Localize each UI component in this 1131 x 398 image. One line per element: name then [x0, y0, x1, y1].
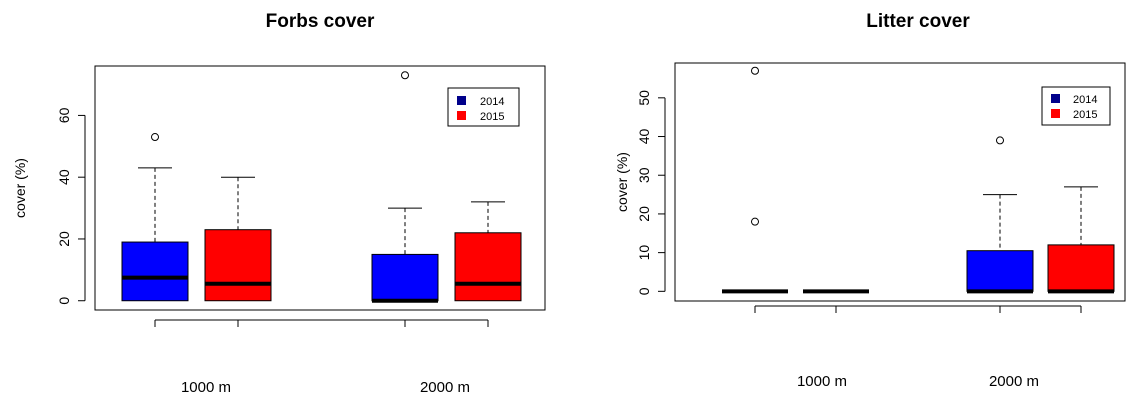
- box-body: [966, 250, 1034, 292]
- box-body: [371, 253, 439, 302]
- litter-legend-swatch-2015: [1051, 109, 1060, 118]
- forbs-legend-label-2015: 2015: [480, 111, 504, 123]
- litter-cover-panel: Litter cover cover (%) 1000 m 2000 m 0 10…: [614, 11, 1126, 390]
- box-2015-2000m: [1047, 186, 1115, 294]
- box-2014-1000m: [121, 133, 189, 302]
- y-tick-label: 40: [56, 169, 72, 185]
- forbs-cover-title: Forbs cover: [266, 11, 375, 32]
- litter-plot-frame: [674, 62, 1126, 302]
- forbs-legend-swatch-2014: [457, 96, 466, 105]
- litter-legend-swatch-2014: [1051, 94, 1060, 103]
- forbs-legend-box: [447, 87, 520, 127]
- box-body: [204, 229, 272, 302]
- litter-legend-label-2015: 2015: [1073, 109, 1097, 121]
- box-body: [454, 232, 522, 302]
- box-body: [121, 241, 189, 302]
- y-tick-label: 20: [56, 231, 72, 247]
- y-tick-label: 50: [636, 90, 652, 106]
- litter-legend-box: [1041, 86, 1111, 126]
- y-tick-label: 30: [636, 167, 652, 183]
- y-tick-label: 20: [636, 206, 652, 222]
- box-2015-2000m: [454, 201, 522, 302]
- y-tick-label: 0: [56, 297, 72, 305]
- forbs-ylabel: cover (%): [12, 158, 28, 218]
- y-tick-label: 0: [636, 287, 652, 295]
- outlier-point: [751, 66, 759, 75]
- box-2014-2000m: [371, 71, 439, 303]
- box-2015-1000m: [204, 176, 272, 302]
- box-body: [1047, 244, 1115, 292]
- outlier-point: [996, 136, 1004, 145]
- litter-y-axis: 0 10 20 30 40 50: [636, 90, 666, 295]
- outlier-point: [751, 217, 759, 226]
- forbs-category-1000m: 1000 m: [181, 379, 231, 396]
- forbs-category-2000m: 2000 m: [420, 379, 470, 396]
- litter-category-1000m: 1000 m: [797, 373, 847, 390]
- forbs-cover-panel: Forbs cover cover (%) 1000 m 2000 m 0 20 4…: [12, 11, 546, 396]
- litter-legend-label-2014: 2014: [1073, 94, 1097, 106]
- y-tick-label: 60: [56, 107, 72, 123]
- litter-legend: 2014 2015: [1041, 86, 1111, 126]
- outlier-point: [401, 71, 409, 80]
- litter-x-axis: [754, 305, 1082, 313]
- litter-category-2000m: 2000 m: [989, 373, 1039, 390]
- box-2014-1000m: [722, 66, 788, 294]
- forbs-legend: 2014 2015: [447, 87, 520, 127]
- litter-boxes: [722, 66, 1115, 294]
- y-tick-label: 10: [636, 245, 652, 261]
- y-tick-label: 40: [636, 129, 652, 145]
- litter-cover-title: Litter cover: [866, 11, 970, 32]
- litter-ylabel: cover (%): [614, 152, 630, 212]
- forbs-boxes: [121, 71, 522, 303]
- outlier-point: [151, 133, 159, 142]
- box-2014-2000m: [966, 136, 1034, 294]
- forbs-x-axis: [154, 319, 489, 327]
- forbs-plot-frame: [94, 65, 546, 311]
- forbs-y-axis: 0 20 40 60: [56, 107, 86, 305]
- forbs-legend-swatch-2015: [457, 111, 466, 120]
- forbs-legend-label-2014: 2014: [480, 96, 504, 108]
